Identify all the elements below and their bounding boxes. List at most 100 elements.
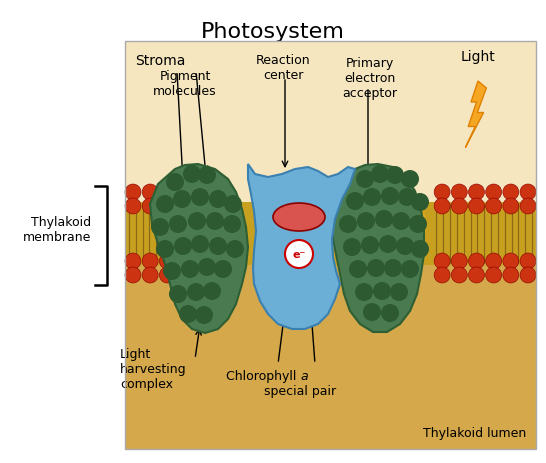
Text: a: a [300, 369, 307, 382]
Circle shape [409, 216, 427, 233]
FancyBboxPatch shape [125, 253, 536, 449]
Circle shape [452, 268, 467, 283]
Circle shape [468, 185, 484, 200]
Circle shape [452, 185, 467, 200]
Circle shape [371, 166, 389, 184]
Circle shape [166, 174, 184, 192]
Circle shape [367, 259, 385, 277]
Circle shape [503, 253, 519, 269]
Circle shape [206, 213, 224, 231]
Circle shape [375, 211, 393, 229]
Text: Reaction
center: Reaction center [256, 54, 310, 82]
Circle shape [142, 185, 158, 200]
Circle shape [485, 268, 502, 283]
Circle shape [485, 253, 502, 269]
Polygon shape [465, 82, 486, 148]
Circle shape [356, 171, 374, 188]
Circle shape [125, 253, 141, 269]
Circle shape [468, 199, 484, 214]
Circle shape [520, 199, 536, 214]
Circle shape [379, 236, 397, 253]
Circle shape [398, 188, 416, 206]
Circle shape [191, 236, 209, 253]
Circle shape [211, 185, 227, 200]
Circle shape [485, 199, 502, 214]
Circle shape [194, 185, 210, 200]
Circle shape [434, 268, 450, 283]
Circle shape [151, 219, 169, 237]
Circle shape [401, 260, 419, 278]
Circle shape [223, 216, 241, 233]
Circle shape [181, 260, 199, 278]
Polygon shape [330, 165, 424, 332]
Polygon shape [150, 165, 248, 333]
FancyBboxPatch shape [125, 42, 536, 253]
Circle shape [174, 238, 192, 256]
Text: Chlorophyll: Chlorophyll [225, 369, 300, 382]
Circle shape [452, 253, 467, 269]
Circle shape [191, 188, 209, 206]
Circle shape [211, 268, 227, 283]
Circle shape [198, 258, 216, 276]
Circle shape [163, 263, 181, 281]
Circle shape [434, 185, 450, 200]
Circle shape [159, 253, 175, 269]
Circle shape [156, 240, 174, 258]
Circle shape [211, 199, 227, 214]
Circle shape [520, 268, 536, 283]
Circle shape [209, 238, 227, 256]
Circle shape [125, 185, 141, 200]
Circle shape [173, 191, 191, 208]
Circle shape [176, 199, 193, 214]
Circle shape [343, 238, 361, 257]
Circle shape [285, 240, 313, 269]
Circle shape [434, 253, 450, 269]
Circle shape [434, 199, 450, 214]
Ellipse shape [273, 204, 325, 232]
Circle shape [503, 199, 519, 214]
Circle shape [503, 268, 519, 283]
Circle shape [214, 260, 232, 278]
Polygon shape [248, 165, 355, 329]
Circle shape [520, 253, 536, 269]
Circle shape [188, 213, 206, 231]
Text: Photosystem: Photosystem [201, 22, 345, 42]
Text: Light
harvesting
complex: Light harvesting complex [120, 347, 187, 390]
Circle shape [142, 268, 158, 283]
Circle shape [386, 167, 404, 185]
Circle shape [349, 260, 367, 278]
Circle shape [176, 253, 193, 269]
Text: Pigment
molecules: Pigment molecules [153, 70, 217, 98]
Circle shape [396, 238, 414, 256]
Circle shape [176, 185, 193, 200]
Text: special pair: special pair [264, 384, 336, 397]
Circle shape [159, 185, 175, 200]
Circle shape [452, 199, 467, 214]
Circle shape [390, 283, 408, 301]
Circle shape [211, 253, 227, 269]
Circle shape [339, 216, 357, 233]
Circle shape [125, 268, 141, 283]
Circle shape [183, 166, 201, 184]
Circle shape [195, 307, 213, 324]
Circle shape [357, 213, 375, 231]
Text: Stroma: Stroma [135, 54, 186, 68]
Circle shape [363, 303, 381, 321]
Circle shape [520, 185, 536, 200]
Circle shape [125, 199, 141, 214]
Text: Primary
electron
acceptor: Primary electron acceptor [342, 57, 397, 100]
Circle shape [226, 240, 244, 258]
Circle shape [203, 282, 221, 300]
Circle shape [468, 253, 484, 269]
Circle shape [169, 216, 187, 233]
Circle shape [142, 199, 158, 214]
Circle shape [194, 199, 210, 214]
Circle shape [198, 167, 216, 185]
Circle shape [209, 191, 227, 208]
Circle shape [401, 171, 419, 188]
Text: e⁻: e⁻ [292, 250, 306, 259]
Text: Thylakoid
membrane: Thylakoid membrane [22, 216, 91, 244]
Circle shape [381, 304, 399, 322]
Circle shape [373, 282, 391, 300]
Circle shape [187, 283, 205, 301]
